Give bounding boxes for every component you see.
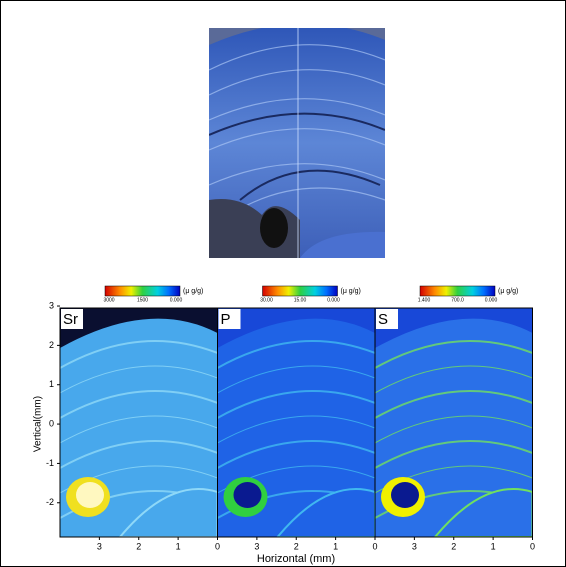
unit-label: (μ g/g) bbox=[183, 288, 203, 295]
colorbar-label: 3000 bbox=[103, 297, 114, 303]
inclusion-core bbox=[234, 482, 262, 508]
page: Sr300015000.000(μ g/g)3210P30.0015.000.0… bbox=[0, 0, 566, 567]
x-tick-label: 0 bbox=[372, 541, 377, 551]
unit-label: (μ g/g) bbox=[341, 288, 361, 295]
element-label: S bbox=[378, 311, 388, 328]
colorbar-label: 700.0 bbox=[451, 297, 464, 303]
inclusion-core bbox=[76, 482, 104, 508]
colorbar-label: 1.400 bbox=[418, 297, 431, 303]
element-label: Sr bbox=[63, 311, 78, 328]
colorbar-label: 15.00 bbox=[294, 297, 307, 303]
photo bbox=[209, 24, 385, 258]
x-tick-label: 3 bbox=[254, 541, 259, 551]
x-tick-label: 3 bbox=[412, 541, 417, 551]
element-label: P bbox=[221, 311, 231, 328]
x-tick-label: 3 bbox=[97, 541, 102, 551]
x-tick-label: 2 bbox=[294, 541, 299, 551]
figure: Sr300015000.000(μ g/g)3210P30.0015.000.0… bbox=[0, 0, 566, 567]
colorbar-label: 0.000 bbox=[485, 297, 498, 303]
x-tick-label: 1 bbox=[491, 541, 496, 551]
element-map bbox=[375, 308, 533, 537]
x-tick-label: 2 bbox=[451, 541, 456, 551]
colorbar-label: 1500 bbox=[137, 297, 148, 303]
x-tick-label: 1 bbox=[333, 541, 338, 551]
x-tick-label: 0 bbox=[215, 541, 220, 551]
element-map bbox=[60, 308, 218, 537]
colorbar bbox=[263, 286, 338, 296]
colorbar-label: 0.000 bbox=[170, 297, 183, 303]
y-tick-label: 2 bbox=[49, 340, 54, 350]
y-axis-label: Vertical(mm) bbox=[33, 396, 44, 452]
y-tick-label: -1 bbox=[46, 458, 54, 468]
inclusion-core bbox=[391, 482, 419, 508]
colorbar bbox=[420, 286, 495, 296]
y-tick-label: 3 bbox=[49, 300, 54, 310]
element-map bbox=[218, 308, 376, 537]
colorbar-label: 30.00 bbox=[260, 297, 273, 303]
colorbar bbox=[105, 286, 180, 296]
y-tick-label: -2 bbox=[46, 497, 54, 507]
x-tick-label: 1 bbox=[176, 541, 181, 551]
x-axis-label: Horizontal (mm) bbox=[257, 553, 335, 565]
unit-label: (μ g/g) bbox=[498, 288, 518, 295]
colorbar-label: 0.000 bbox=[327, 297, 340, 303]
x-tick-label: 0 bbox=[530, 541, 535, 551]
x-tick-label: 2 bbox=[136, 541, 141, 551]
y-tick-label: 1 bbox=[49, 379, 54, 389]
y-tick-label: 0 bbox=[49, 418, 54, 428]
